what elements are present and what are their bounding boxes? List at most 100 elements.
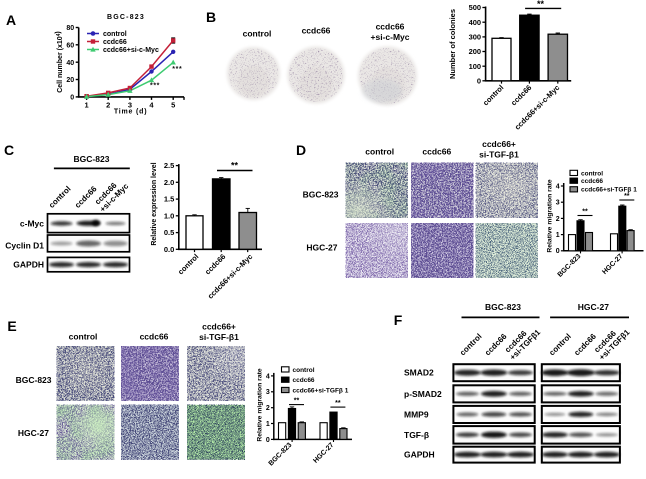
svg-text:ccdc66: ccdc66 (581, 178, 603, 185)
svg-text:control: control (176, 252, 200, 276)
svg-text:**: ** (624, 193, 630, 200)
svg-text:BGC-823: BGC-823 (557, 253, 583, 279)
svg-text:Relative migration rate: Relative migration rate (547, 179, 554, 252)
svg-text:ccdc66: ccdc66 (376, 22, 405, 32)
svg-text:B: B (206, 9, 216, 25)
svg-text:300: 300 (469, 33, 482, 42)
svg-text:ccdc66+: ccdc66+ (482, 139, 516, 149)
svg-text:si-TGF-β1: si-TGF-β1 (199, 332, 239, 342)
svg-text:2.0: 2.0 (164, 178, 174, 187)
svg-text:0.0: 0.0 (164, 245, 174, 254)
svg-text:ccdc66: ccdc66 (140, 332, 169, 342)
svg-text:20: 20 (66, 77, 74, 84)
svg-text:2: 2 (106, 100, 110, 109)
svg-text:4: 4 (149, 100, 154, 109)
svg-text:Cyclin D1: Cyclin D1 (5, 241, 44, 251)
svg-text:HGC-27: HGC-27 (306, 243, 337, 253)
svg-text:ccdc66: ccdc66 (483, 331, 509, 357)
svg-text:ccdc66: ccdc66 (302, 26, 331, 36)
svg-text:3: 3 (128, 100, 132, 109)
svg-text:ccdc66: ccdc66 (509, 83, 533, 107)
svg-text:40: 40 (66, 60, 74, 67)
svg-text:3: 3 (556, 200, 560, 207)
svg-text:Relative migration rate: Relative migration rate (257, 368, 264, 441)
svg-text:0: 0 (556, 248, 560, 255)
svg-text:4: 4 (266, 373, 270, 380)
svg-text:**: ** (294, 398, 300, 405)
svg-text:C: C (4, 142, 14, 158)
svg-text:3: 3 (266, 389, 270, 396)
svg-text:Cell number (x104): Cell number (x104) (55, 31, 64, 93)
svg-text:+si-c-Myc: +si-c-Myc (371, 32, 410, 42)
svg-text:1: 1 (556, 232, 560, 239)
svg-text:A: A (6, 12, 16, 28)
svg-text:BGC-823: BGC-823 (16, 375, 52, 385)
svg-text:control: control (458, 332, 484, 358)
svg-text:BGC-823: BGC-823 (303, 190, 339, 200)
svg-text:GAPDH: GAPDH (404, 450, 435, 460)
svg-text:**: ** (335, 400, 341, 407)
svg-text:c-Myc: c-Myc (20, 218, 44, 228)
svg-text:F: F (394, 312, 403, 328)
svg-text:control: control (103, 31, 127, 38)
svg-text:control: control (47, 184, 73, 210)
svg-text:E: E (7, 318, 16, 334)
svg-text:5: 5 (171, 100, 175, 109)
svg-text:0: 0 (477, 76, 481, 85)
svg-text:BGC-823: BGC-823 (485, 302, 521, 312)
svg-text:100: 100 (469, 62, 482, 71)
svg-text:ccdc66+si-c-Myc: ccdc66+si-c-Myc (103, 47, 159, 54)
svg-text:ccdc66: ccdc66 (422, 147, 451, 157)
svg-text:1: 1 (266, 421, 270, 428)
svg-text:SMAD2: SMAD2 (404, 368, 434, 378)
svg-text:BGC-823: BGC-823 (107, 14, 145, 21)
svg-text:**: ** (537, 0, 545, 9)
svg-text:si-TGF-β1: si-TGF-β1 (479, 150, 519, 160)
svg-text:1: 1 (85, 100, 89, 109)
svg-text:60: 60 (66, 42, 74, 49)
svg-text:500: 500 (469, 3, 482, 12)
svg-text:control: control (365, 147, 394, 157)
svg-text:GAPDH: GAPDH (13, 259, 44, 269)
svg-text:2: 2 (556, 216, 560, 223)
svg-text:ccdc66: ccdc66 (293, 377, 315, 384)
svg-text:Time (d): Time (d) (114, 109, 148, 116)
svg-text:ccdc66: ccdc66 (103, 39, 127, 46)
svg-text:control: control (69, 332, 98, 342)
svg-text:p-SMAD2: p-SMAD2 (404, 389, 442, 399)
svg-text:4: 4 (556, 183, 560, 190)
svg-text:D: D (296, 142, 306, 158)
svg-text:HGC-27: HGC-27 (312, 442, 335, 465)
svg-text:ccdc66+si-TGFβ 1: ccdc66+si-TGFβ 1 (293, 387, 349, 394)
svg-text:0: 0 (70, 95, 74, 102)
svg-text:control: control (481, 83, 505, 107)
svg-text:**: ** (582, 209, 588, 216)
svg-text:HGC-27: HGC-27 (601, 253, 624, 276)
svg-text:1.0: 1.0 (164, 211, 174, 220)
svg-text:BGC-823: BGC-823 (74, 154, 110, 164)
svg-text:control: control (293, 367, 315, 374)
svg-text:ccdc66: ccdc66 (203, 252, 227, 276)
svg-text:ccdc66+: ccdc66+ (202, 322, 236, 332)
svg-text:***: *** (150, 83, 160, 90)
svg-text:control: control (243, 29, 272, 39)
svg-text:ccdc66+si-TGFβ 1: ccdc66+si-TGFβ 1 (581, 187, 637, 194)
svg-text:HGC-27: HGC-27 (18, 428, 49, 438)
svg-text:2: 2 (266, 405, 270, 412)
svg-text:2.5: 2.5 (164, 161, 174, 170)
svg-text:0: 0 (266, 437, 270, 444)
svg-text:Number of colonies: Number of colonies (448, 9, 457, 79)
svg-text:BGC-823: BGC-823 (268, 442, 294, 468)
svg-text:80: 80 (66, 25, 74, 32)
svg-text:control: control (581, 170, 603, 177)
svg-text:400: 400 (469, 18, 482, 27)
svg-text:HGC-27: HGC-27 (578, 302, 609, 312)
svg-text:**: ** (231, 161, 239, 171)
svg-text:0.5: 0.5 (164, 228, 174, 237)
svg-text:1.5: 1.5 (164, 195, 174, 204)
svg-text:Relative expression level: Relative expression level (151, 162, 158, 245)
svg-text:ccdc66: ccdc66 (572, 331, 598, 357)
svg-text:200: 200 (469, 47, 482, 56)
svg-text:***: *** (172, 66, 182, 73)
svg-text:TGF-β: TGF-β (404, 430, 429, 440)
